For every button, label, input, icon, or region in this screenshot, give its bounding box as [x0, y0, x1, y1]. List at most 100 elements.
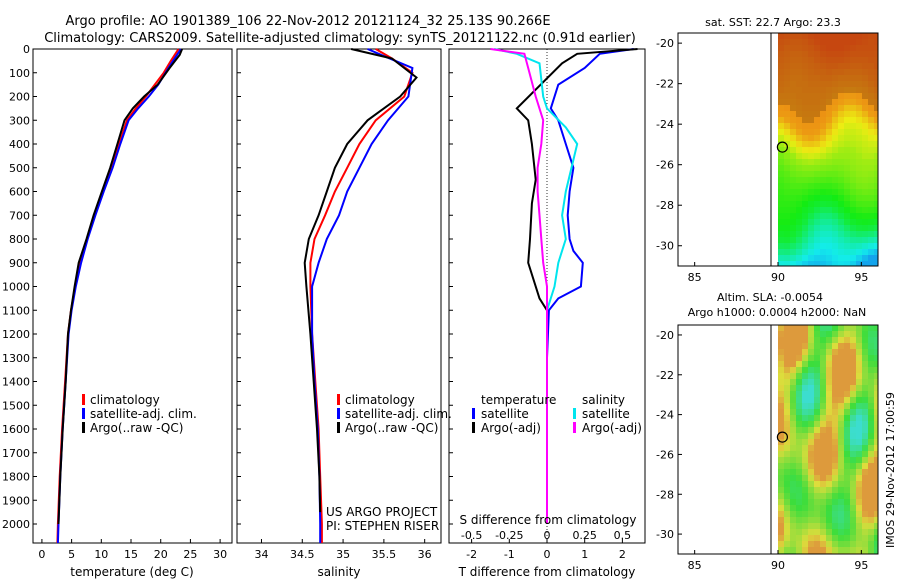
map-y-tick-label: -24: [656, 409, 674, 422]
map-cell: [832, 249, 839, 256]
map-cell: [802, 475, 809, 482]
map-cell: [808, 511, 815, 518]
map-cell: [778, 391, 785, 398]
map-cell: [820, 237, 827, 244]
map-cell: [778, 481, 785, 488]
map-cell: [832, 195, 839, 202]
map-cell: [796, 343, 803, 350]
map-cell: [844, 159, 851, 166]
map-cell: [850, 129, 857, 136]
map-x-tick-label: 85: [688, 271, 702, 284]
x-tick-label: 20: [154, 548, 168, 561]
map-cell: [796, 69, 803, 76]
map-cell: [778, 87, 785, 94]
map-cell: [874, 511, 879, 518]
map-cell: [868, 39, 875, 46]
map-cell: [838, 33, 845, 40]
map-cell: [838, 135, 845, 142]
map-cell: [814, 439, 821, 446]
map-cell: [778, 343, 785, 350]
map-cell: [820, 499, 827, 506]
map-cell: [868, 493, 875, 500]
map-cell: [808, 547, 815, 554]
map-cell: [826, 511, 833, 518]
map-cell: [796, 81, 803, 88]
map-cell: [784, 189, 791, 196]
map-cell: [796, 159, 803, 166]
map-cell: [862, 45, 869, 52]
map-y-tick-label: -26: [656, 448, 674, 461]
map-cell: [778, 415, 785, 422]
map-cell: [808, 535, 815, 542]
map-cell: [832, 523, 839, 530]
map-cell: [778, 337, 785, 344]
map-cell: [832, 177, 839, 184]
map-cell: [796, 463, 803, 470]
map-cell: [868, 129, 875, 136]
map-cell: [856, 219, 863, 226]
map-cell: [826, 87, 833, 94]
map-cell: [874, 237, 879, 244]
map-cell: [868, 147, 875, 154]
map-cell: [820, 331, 827, 338]
map-cell: [814, 343, 821, 350]
x-tick-label: 0: [544, 548, 551, 561]
map-cell: [808, 201, 815, 208]
map-cell: [784, 499, 791, 506]
map-cell: [790, 141, 797, 148]
map-cell: [874, 397, 879, 404]
map-cell: [874, 123, 879, 130]
map-cell: [802, 379, 809, 386]
map-cell: [802, 505, 809, 512]
map-cell: [868, 469, 875, 476]
x-tick-label: 1: [581, 548, 588, 561]
map-cell: [814, 213, 821, 220]
map-cell: [874, 451, 879, 458]
map-cell: [808, 45, 815, 52]
map-cell: [868, 123, 875, 130]
map-cell: [832, 99, 839, 106]
map-cell: [778, 475, 785, 482]
series-line-satellite-adj-clim-: [311, 48, 414, 543]
map-cell: [838, 99, 845, 106]
map-cell: [826, 111, 833, 118]
map-cell: [778, 117, 785, 124]
map-cell: [820, 391, 827, 398]
map-cell: [790, 511, 797, 518]
map-cell: [790, 261, 797, 267]
legend-swatch-argo: [82, 422, 85, 433]
map-cell: [862, 69, 869, 76]
map-cell: [790, 123, 797, 130]
map-cell: [832, 355, 839, 362]
legend-label-s-satellite: satellite: [582, 407, 630, 421]
map-cell: [832, 123, 839, 130]
map-cell: [868, 249, 875, 256]
map-cell: [796, 207, 803, 214]
map-cell: [784, 403, 791, 410]
map-cell: [868, 111, 875, 118]
map-cell: [862, 171, 869, 178]
map-cell: [814, 171, 821, 178]
map-cell: [832, 349, 839, 356]
map-cell: [796, 439, 803, 446]
map-cell: [874, 529, 879, 536]
map-cell: [868, 207, 875, 214]
map-cell: [856, 505, 863, 512]
map-cell: [790, 213, 797, 220]
series-line-satellite-adj-clim-: [56, 48, 182, 544]
map-cell: [856, 231, 863, 238]
map-cell: [802, 337, 809, 344]
map-cell: [838, 219, 845, 226]
map-cell: [778, 177, 785, 184]
map-cell: [814, 177, 821, 184]
map-cell: [796, 499, 803, 506]
legend-label-satellite: satellite-adj. clim.: [90, 407, 197, 421]
map-cell: [778, 487, 785, 494]
map-cell: [862, 81, 869, 88]
map-cell: [796, 331, 803, 338]
map-cell: [784, 123, 791, 130]
map-cell: [862, 523, 869, 530]
map-cell: [778, 523, 785, 530]
map-cell: [796, 105, 803, 112]
map-cell: [838, 159, 845, 166]
